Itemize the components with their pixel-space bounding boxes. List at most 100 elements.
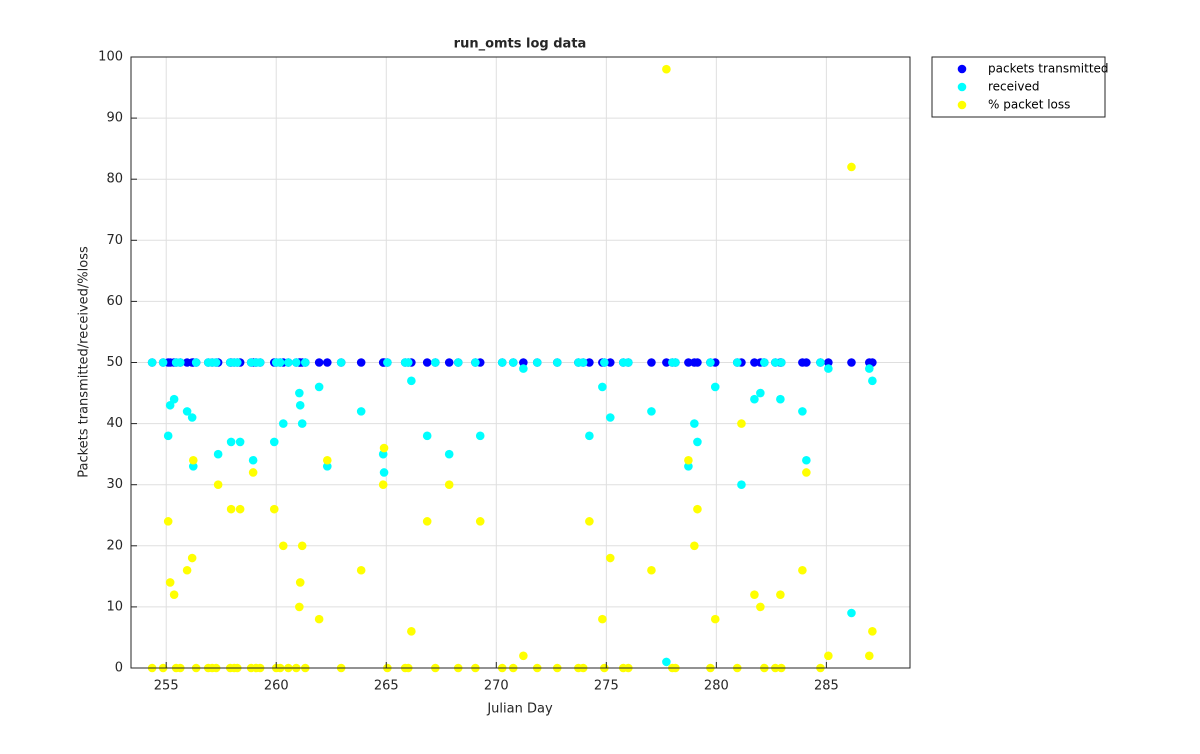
legend-marker bbox=[957, 82, 967, 92]
point bbox=[444, 480, 454, 490]
point bbox=[248, 455, 258, 465]
point bbox=[356, 565, 366, 575]
x-tick-label: 280 bbox=[704, 679, 729, 694]
point bbox=[647, 358, 656, 367]
point bbox=[497, 358, 507, 367]
point bbox=[422, 431, 432, 441]
point bbox=[278, 541, 288, 551]
point bbox=[163, 517, 173, 526]
point bbox=[824, 651, 833, 661]
point bbox=[475, 431, 485, 441]
point bbox=[598, 382, 607, 392]
point bbox=[322, 462, 332, 471]
point bbox=[284, 358, 293, 367]
point bbox=[847, 162, 856, 172]
point bbox=[605, 358, 615, 367]
point bbox=[690, 419, 699, 428]
point bbox=[295, 400, 305, 410]
chart-title: run_omts log data bbox=[454, 37, 587, 52]
x-axis-label: Julian Day bbox=[486, 702, 553, 717]
point bbox=[165, 578, 175, 587]
legend: packets transmitted received % packet loss bbox=[931, 56, 1109, 118]
legend-label: received bbox=[988, 80, 1039, 94]
point bbox=[771, 358, 780, 367]
point bbox=[255, 358, 265, 367]
x-tick-label: 275 bbox=[594, 679, 619, 694]
point bbox=[235, 504, 245, 514]
point bbox=[314, 358, 324, 367]
y-axis-label: Packets transmitted/received/%loss bbox=[77, 246, 92, 478]
point bbox=[750, 590, 759, 599]
point bbox=[182, 407, 192, 416]
y-tick-label: 60 bbox=[106, 294, 123, 309]
point bbox=[188, 462, 198, 471]
y-tick-label: 30 bbox=[106, 477, 123, 492]
point bbox=[662, 64, 671, 74]
point bbox=[322, 358, 332, 367]
point bbox=[737, 480, 746, 490]
point bbox=[662, 358, 671, 367]
point bbox=[693, 504, 702, 514]
point bbox=[226, 437, 236, 447]
point bbox=[444, 358, 454, 367]
point bbox=[690, 541, 699, 551]
y-tick-label: 20 bbox=[106, 538, 123, 553]
point bbox=[519, 651, 528, 661]
point bbox=[647, 565, 656, 575]
point bbox=[756, 602, 765, 612]
x-tick-label: 270 bbox=[484, 679, 509, 694]
point bbox=[403, 358, 413, 367]
point bbox=[693, 437, 702, 447]
point bbox=[864, 651, 874, 661]
point bbox=[169, 394, 179, 404]
point bbox=[291, 358, 301, 367]
point bbox=[314, 614, 324, 624]
point bbox=[684, 455, 693, 465]
legend-marker bbox=[957, 64, 967, 74]
point bbox=[816, 358, 825, 367]
point bbox=[847, 358, 856, 367]
point bbox=[684, 462, 693, 471]
point bbox=[191, 358, 201, 367]
point bbox=[578, 358, 588, 367]
point bbox=[824, 364, 833, 373]
point bbox=[356, 358, 366, 367]
point bbox=[379, 468, 389, 477]
point bbox=[422, 517, 432, 526]
point bbox=[248, 468, 258, 477]
point bbox=[802, 455, 811, 465]
point bbox=[585, 358, 594, 367]
point bbox=[444, 449, 454, 459]
point bbox=[471, 358, 480, 367]
point bbox=[379, 443, 389, 453]
point bbox=[295, 388, 304, 398]
point bbox=[605, 553, 615, 563]
point bbox=[269, 504, 279, 514]
points bbox=[147, 64, 877, 673]
point bbox=[737, 419, 746, 428]
point bbox=[314, 382, 324, 392]
point bbox=[776, 394, 785, 404]
point bbox=[278, 419, 288, 428]
x-tick-label: 265 bbox=[374, 679, 399, 694]
point bbox=[662, 657, 671, 667]
point bbox=[868, 376, 877, 386]
point bbox=[175, 358, 185, 367]
y-tick-label: 90 bbox=[106, 111, 123, 126]
y-tick-label: 0 bbox=[115, 661, 123, 676]
point bbox=[431, 358, 440, 367]
point bbox=[336, 358, 346, 367]
point bbox=[453, 358, 463, 367]
point bbox=[624, 358, 633, 367]
point bbox=[519, 358, 528, 367]
point bbox=[407, 627, 416, 636]
legend-marker bbox=[957, 100, 967, 110]
point bbox=[235, 437, 245, 447]
point bbox=[798, 565, 807, 575]
y-tick-label: 70 bbox=[106, 233, 123, 248]
point bbox=[297, 541, 307, 551]
point bbox=[868, 627, 877, 636]
legend-label: packets transmitted bbox=[988, 62, 1109, 76]
